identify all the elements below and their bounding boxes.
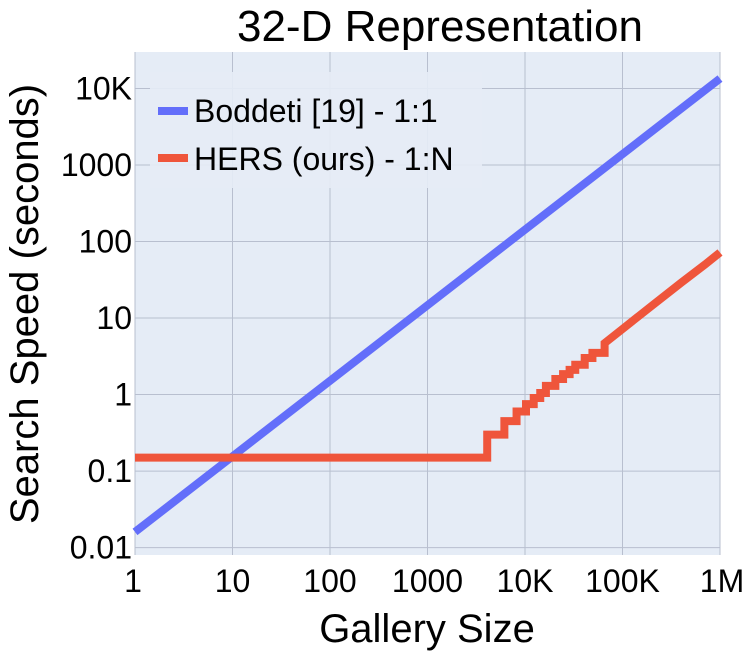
x-tick-label: 1M — [700, 563, 744, 599]
series-line-hers — [135, 249, 723, 462]
x-tick-labels: 1 10 100 1000 10K 100K 1M — [124, 563, 744, 599]
x-tick-label: 100K — [585, 563, 660, 599]
legend-label-boddeti: Boddeti [19] - 1:1 — [194, 93, 438, 129]
x-tick-label: 1 — [124, 563, 142, 599]
x-tick-label: 10K — [497, 563, 554, 599]
x-tick-label: 10 — [215, 563, 251, 599]
legend: Boddeti [19] - 1:1 HERS (ours) - 1:N — [150, 72, 482, 188]
legend-box — [150, 72, 482, 188]
x-tick-label: 1000 — [392, 563, 463, 599]
chart-title: 32-D Representation — [237, 2, 643, 51]
x-tick-label: 100 — [303, 563, 356, 599]
legend-label-hers: HERS (ours) - 1:N — [194, 141, 454, 177]
y-tick-label: 0.01 — [70, 530, 132, 566]
y-axis-label: Search Speed (seconds) — [3, 84, 47, 524]
y-tick-labels: 0.01 0.1 1 10 100 1000 10K — [61, 71, 132, 566]
y-tick-label: 10K — [75, 71, 132, 107]
series-layer — [132, 75, 723, 536]
y-tick-label: 10 — [96, 300, 132, 336]
y-tick-label: 100 — [79, 224, 132, 260]
x-axis-label: Gallery Size — [319, 607, 535, 651]
y-tick-label: 1000 — [61, 147, 132, 183]
y-tick-label: 1 — [114, 377, 132, 413]
y-tick-label: 0.1 — [88, 453, 132, 489]
